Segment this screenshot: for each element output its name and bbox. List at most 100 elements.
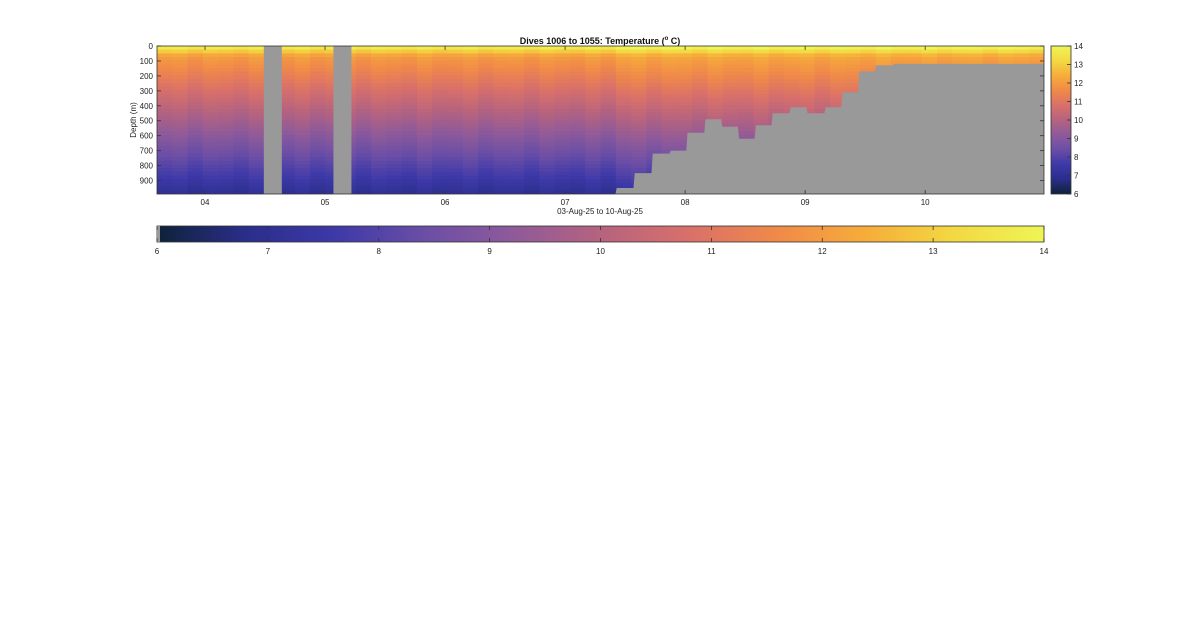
section-cell xyxy=(600,79,617,84)
section-cell xyxy=(478,83,495,88)
section-cell xyxy=(294,127,311,132)
section-cell xyxy=(738,86,755,91)
section-cell xyxy=(524,157,540,162)
section-cell xyxy=(279,182,296,188)
section-cell xyxy=(631,90,647,95)
section-cell xyxy=(508,175,525,180)
section-cell xyxy=(508,112,525,117)
section-cell xyxy=(462,108,479,114)
section-cell xyxy=(279,108,296,114)
section-cell xyxy=(279,60,296,66)
section-cell xyxy=(218,127,235,132)
section-cell xyxy=(157,101,173,106)
section-cell xyxy=(202,182,219,188)
section-cell xyxy=(646,116,663,121)
section-cell xyxy=(799,68,816,73)
section-cell xyxy=(631,112,647,117)
section-cell xyxy=(432,142,449,147)
section-cell xyxy=(355,186,372,191)
section-cell xyxy=(294,79,311,84)
section-cell xyxy=(371,64,387,69)
section-cell xyxy=(187,83,204,88)
section-cell xyxy=(508,149,525,154)
section-cell xyxy=(845,49,862,54)
section-cell xyxy=(325,182,342,188)
section-cell xyxy=(218,164,235,169)
section-cell xyxy=(401,149,418,154)
section-cell xyxy=(309,127,326,132)
section-cell xyxy=(386,182,403,188)
section-cell xyxy=(432,94,449,99)
section-cell xyxy=(661,105,678,110)
section-cell xyxy=(493,175,510,180)
section-cell xyxy=(569,127,586,132)
section-cell xyxy=(386,190,403,194)
section-cell xyxy=(325,75,342,80)
section-cell xyxy=(478,182,495,188)
section-cell xyxy=(233,53,250,58)
section-cell xyxy=(646,138,663,143)
section-cell xyxy=(462,149,479,154)
section-cell xyxy=(676,142,693,147)
section-cell xyxy=(661,46,678,51)
section-cell xyxy=(569,149,586,154)
section-cell xyxy=(615,112,632,117)
section-cell xyxy=(371,116,387,121)
section-cell xyxy=(875,46,892,51)
section-cell xyxy=(998,60,1015,66)
section-cell xyxy=(829,57,846,62)
section-cell xyxy=(401,131,418,136)
section-cell xyxy=(524,182,540,188)
section-cell xyxy=(187,97,204,103)
section-cell xyxy=(508,68,525,73)
section-cell xyxy=(447,142,464,147)
section-cell xyxy=(447,105,464,110)
section-cell xyxy=(401,79,418,84)
section-cell xyxy=(768,101,785,106)
section-cell xyxy=(600,90,617,95)
section-cell xyxy=(768,108,785,114)
section-cell xyxy=(355,64,372,69)
section-cell xyxy=(569,145,586,151)
section-cell xyxy=(478,138,495,143)
section-cell xyxy=(447,86,464,91)
section-cell xyxy=(906,49,923,54)
section-cell xyxy=(432,53,449,58)
section-cell xyxy=(829,71,846,77)
section-cell xyxy=(554,182,571,188)
section-cell xyxy=(784,46,800,51)
section-cell xyxy=(860,53,877,58)
section-cell xyxy=(309,49,326,54)
section-cell xyxy=(187,46,204,51)
section-cell xyxy=(799,83,816,88)
section-cell xyxy=(707,71,724,77)
section-cell xyxy=(554,134,571,140)
section-cell xyxy=(157,149,173,154)
section-cell xyxy=(294,160,311,165)
section-cell xyxy=(707,101,724,106)
section-cell xyxy=(692,108,709,114)
section-cell xyxy=(554,60,571,66)
section-cell xyxy=(585,68,602,73)
section-cell xyxy=(768,60,785,66)
section-cell xyxy=(891,46,907,51)
section-cell xyxy=(1028,49,1044,54)
vertical-colorbar-tick-label: 7 xyxy=(1074,172,1079,181)
section-cell xyxy=(218,108,235,114)
section-cell xyxy=(631,71,647,77)
section-cell xyxy=(768,46,785,51)
section-cell xyxy=(325,190,342,194)
section-cell xyxy=(202,79,219,84)
section-cell xyxy=(309,168,326,173)
section-cell xyxy=(294,153,311,158)
section-cell xyxy=(768,90,785,95)
section-cell xyxy=(447,186,464,191)
section-cell xyxy=(218,175,235,180)
section-cell xyxy=(539,171,556,177)
section-cell xyxy=(585,60,602,66)
section-cell xyxy=(187,149,204,154)
section-cell xyxy=(172,75,189,80)
section-cell xyxy=(218,83,235,88)
section-cell xyxy=(615,86,632,91)
section-cell xyxy=(447,131,464,136)
